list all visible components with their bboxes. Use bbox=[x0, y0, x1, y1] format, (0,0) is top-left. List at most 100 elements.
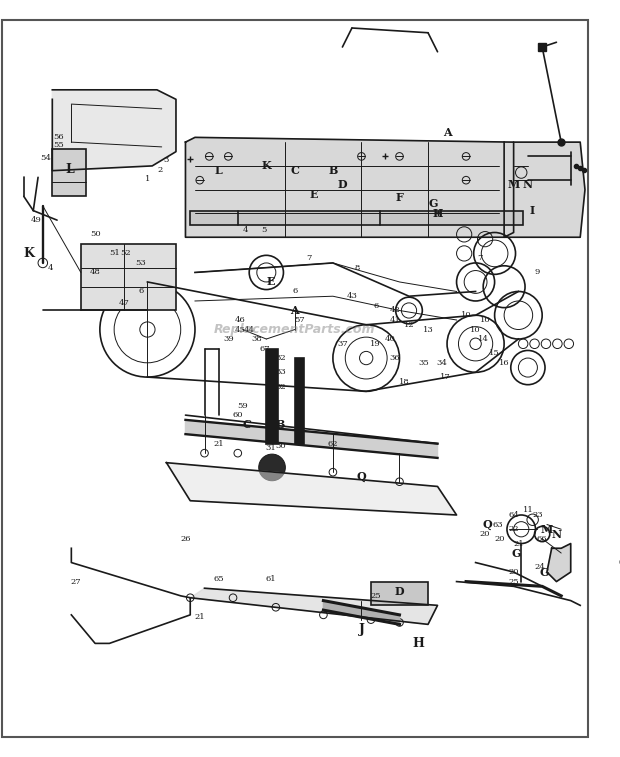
Text: 11: 11 bbox=[523, 506, 533, 514]
Text: 6: 6 bbox=[138, 288, 143, 295]
Text: 38: 38 bbox=[252, 335, 262, 343]
Text: 66: 66 bbox=[537, 534, 547, 543]
Text: ReplacementParts.com: ReplacementParts.com bbox=[214, 323, 376, 336]
Text: 62: 62 bbox=[327, 440, 338, 447]
Text: 24: 24 bbox=[535, 563, 546, 572]
Text: 25: 25 bbox=[508, 578, 519, 586]
Text: 36: 36 bbox=[389, 354, 400, 362]
Text: 14: 14 bbox=[478, 335, 489, 343]
Text: 49: 49 bbox=[31, 217, 42, 224]
Polygon shape bbox=[190, 588, 438, 625]
Text: 32: 32 bbox=[275, 382, 286, 391]
Text: 10: 10 bbox=[480, 316, 490, 324]
Text: 16: 16 bbox=[499, 359, 510, 367]
Polygon shape bbox=[547, 544, 570, 581]
Text: 67: 67 bbox=[259, 344, 270, 353]
Text: 63: 63 bbox=[492, 521, 503, 528]
Text: 18: 18 bbox=[399, 378, 410, 386]
Text: 32: 32 bbox=[275, 354, 286, 362]
Text: 27: 27 bbox=[71, 578, 81, 586]
Text: 7: 7 bbox=[477, 254, 483, 262]
Text: 10: 10 bbox=[471, 326, 481, 334]
Text: A: A bbox=[443, 127, 451, 138]
Text: 25: 25 bbox=[370, 592, 381, 600]
Text: 22: 22 bbox=[508, 525, 519, 533]
Text: I: I bbox=[530, 205, 535, 216]
Text: 5: 5 bbox=[262, 226, 267, 234]
Text: 54: 54 bbox=[40, 154, 51, 162]
Circle shape bbox=[259, 454, 285, 481]
Text: 55: 55 bbox=[53, 141, 64, 149]
Text: 4: 4 bbox=[242, 226, 248, 234]
Text: C: C bbox=[243, 419, 252, 430]
Text: D: D bbox=[338, 179, 347, 191]
Text: 7: 7 bbox=[306, 254, 312, 262]
Text: 60: 60 bbox=[232, 411, 243, 419]
Bar bbox=[295, 358, 304, 444]
Text: H: H bbox=[432, 208, 443, 219]
Text: 42: 42 bbox=[389, 307, 400, 314]
Text: 45: 45 bbox=[234, 326, 245, 334]
Text: 15: 15 bbox=[489, 349, 500, 357]
Text: M: M bbox=[541, 524, 553, 534]
Polygon shape bbox=[185, 137, 513, 237]
Bar bbox=[371, 581, 428, 606]
Text: 41: 41 bbox=[389, 316, 400, 324]
Text: 12: 12 bbox=[404, 321, 414, 329]
Text: G: G bbox=[428, 198, 438, 210]
Text: 33: 33 bbox=[275, 369, 286, 376]
Polygon shape bbox=[52, 90, 176, 170]
Text: J: J bbox=[358, 623, 365, 636]
Text: 23: 23 bbox=[532, 511, 542, 519]
Text: 56: 56 bbox=[54, 133, 64, 142]
Text: G: G bbox=[512, 547, 521, 559]
Text: H: H bbox=[412, 637, 425, 650]
Text: 19: 19 bbox=[370, 340, 381, 347]
Text: 20: 20 bbox=[480, 530, 490, 538]
Bar bbox=[190, 210, 523, 225]
Text: 4: 4 bbox=[48, 263, 53, 272]
Text: 52: 52 bbox=[120, 249, 131, 257]
Bar bbox=[52, 149, 86, 196]
Text: B: B bbox=[276, 419, 285, 430]
Polygon shape bbox=[324, 600, 399, 625]
Text: 8: 8 bbox=[354, 263, 360, 272]
Text: Q: Q bbox=[356, 472, 366, 482]
Text: 6: 6 bbox=[373, 302, 378, 310]
Text: Q: Q bbox=[618, 557, 620, 568]
Text: 26: 26 bbox=[180, 534, 191, 543]
Text: 17: 17 bbox=[440, 373, 451, 381]
Text: M: M bbox=[507, 179, 520, 191]
Text: 43: 43 bbox=[347, 292, 357, 301]
Bar bbox=[267, 348, 278, 444]
Text: 37: 37 bbox=[337, 340, 348, 347]
Text: 20: 20 bbox=[494, 534, 505, 543]
Text: 51: 51 bbox=[108, 249, 120, 257]
Text: 57: 57 bbox=[294, 316, 305, 324]
Text: 50: 50 bbox=[90, 230, 100, 238]
Text: 39: 39 bbox=[223, 335, 234, 343]
Text: 40: 40 bbox=[384, 335, 396, 343]
Text: N: N bbox=[523, 179, 533, 191]
Text: 47: 47 bbox=[118, 299, 129, 307]
Text: 3: 3 bbox=[164, 156, 169, 164]
Text: 20: 20 bbox=[508, 568, 519, 576]
Text: E: E bbox=[267, 276, 275, 288]
Text: 21: 21 bbox=[195, 612, 205, 621]
Bar bbox=[81, 244, 176, 310]
Text: 6: 6 bbox=[292, 288, 298, 295]
Text: G: G bbox=[539, 566, 549, 578]
Text: 61: 61 bbox=[266, 575, 277, 583]
Text: 31: 31 bbox=[266, 444, 277, 453]
Polygon shape bbox=[166, 463, 456, 515]
Text: L: L bbox=[215, 165, 223, 176]
Text: 53: 53 bbox=[135, 259, 146, 267]
Text: 13: 13 bbox=[423, 326, 433, 334]
Text: 9: 9 bbox=[534, 269, 540, 276]
Text: 35: 35 bbox=[418, 359, 428, 367]
Text: 10: 10 bbox=[461, 311, 471, 319]
Text: F: F bbox=[396, 192, 404, 203]
Text: C: C bbox=[290, 165, 299, 176]
Text: 21: 21 bbox=[513, 540, 524, 547]
Text: 2: 2 bbox=[157, 166, 162, 173]
